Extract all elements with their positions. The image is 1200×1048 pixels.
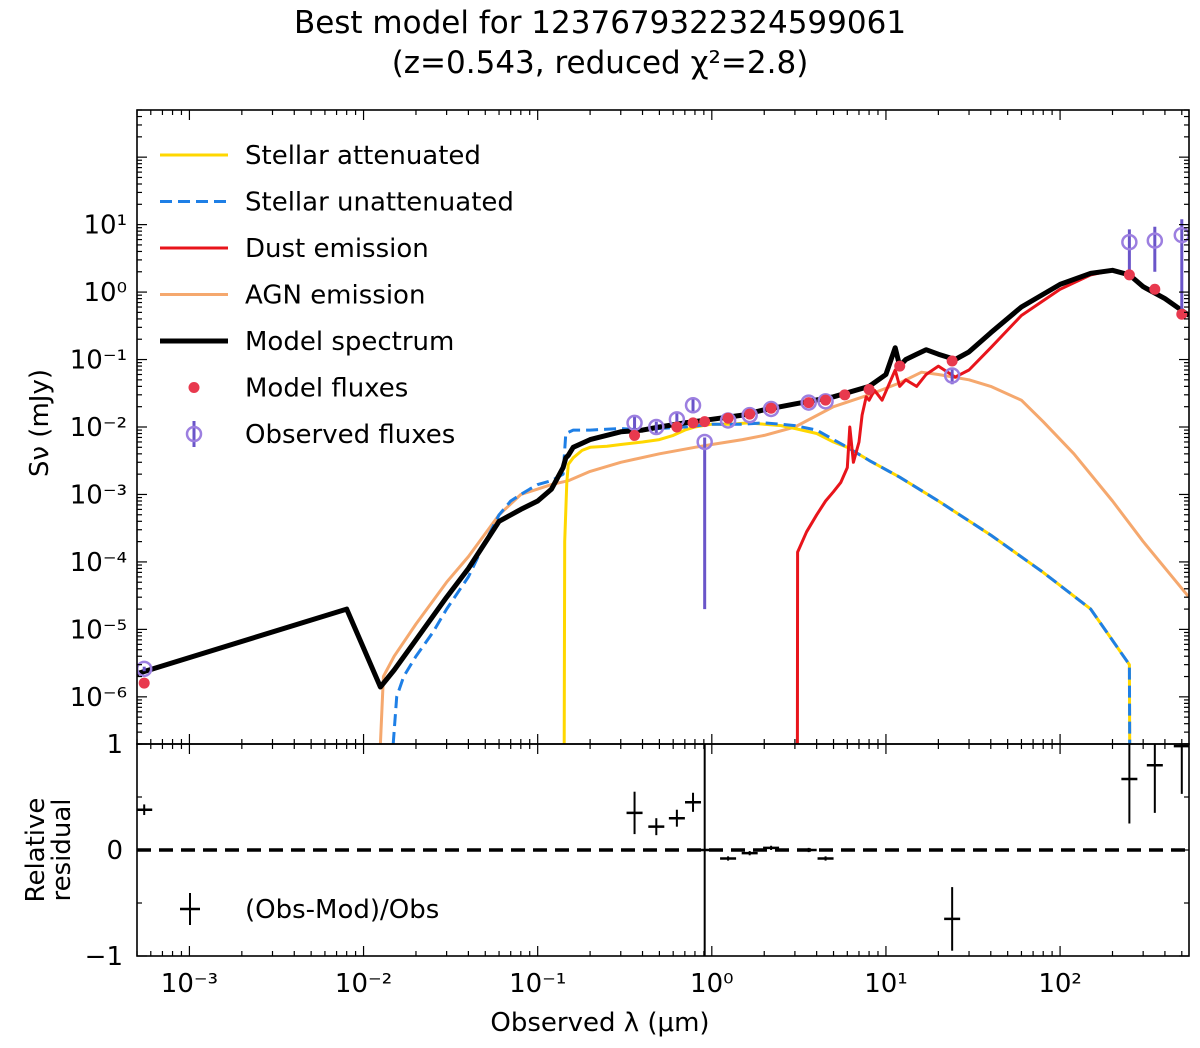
model-flux-point <box>765 402 777 414</box>
sed-points <box>137 219 1189 689</box>
chart-subtitle: (z=0.543, reduced χ²=2.8) <box>391 45 809 81</box>
observed-flux-point <box>696 433 713 451</box>
legend-label: Observed fluxes <box>245 420 455 450</box>
observed-flux-point <box>800 394 817 411</box>
y-tick-label: 10⁰ <box>83 278 127 308</box>
residual-content <box>137 744 1189 956</box>
legend-label: Stellar unattenuated <box>245 188 514 218</box>
legend-label: Dust emission <box>245 234 429 264</box>
y-tick-label: 10¹ <box>83 211 127 241</box>
model-flux-point <box>138 677 150 689</box>
model-flux-point <box>863 383 875 395</box>
model-flux-point <box>803 397 815 409</box>
observed-flux-point <box>1146 232 1164 249</box>
model-flux-point <box>894 360 906 372</box>
y-tick-label: 10⁻² <box>70 413 127 443</box>
observed-flux-point <box>648 418 665 436</box>
residual-ylabel-line2: residual <box>47 798 77 902</box>
residual-legend: (Obs-Mod)/Obs <box>180 893 439 925</box>
model-flux-point <box>722 412 734 424</box>
observed-flux-point <box>741 406 758 424</box>
observed-flux-point <box>684 397 702 414</box>
sed-ylabel: Sν (mJy) <box>25 369 55 477</box>
model-flux-point <box>1149 283 1161 295</box>
legend-label: Model fluxes <box>245 374 408 404</box>
legend-label: Stellar attenuated <box>245 141 481 171</box>
x-tick-label: 10⁰ <box>690 969 734 999</box>
tick-labels: 10⁻⁶ 10⁻⁵ 10⁻⁴ 10⁻³ 10⁻² 10⁻¹ 10⁰ 10¹ −1 0 1 10⁻³ 10… <box>70 211 1082 999</box>
legend-swatch <box>188 382 200 393</box>
model-flux-point <box>687 417 699 429</box>
y-tick-label: 10⁻¹ <box>70 346 127 376</box>
observed-flux-point <box>1121 233 1138 251</box>
observed-flux-point <box>943 367 961 384</box>
y-tick-label: 10⁻⁴ <box>70 548 127 578</box>
observed-flux-point <box>626 414 643 432</box>
model-flux-point <box>946 355 958 367</box>
x-tick-label: 10² <box>1038 969 1082 999</box>
x-tick-label: 10⁻³ <box>161 969 218 999</box>
legend-label: Model spectrum <box>245 327 454 357</box>
model-flux-point <box>744 408 756 420</box>
legend-label: AGN emission <box>245 281 425 311</box>
model-flux-point <box>1123 269 1135 281</box>
series-line-dust-emission <box>795 268 1189 744</box>
x-tick-label: 10⁻² <box>335 969 392 999</box>
series-line-agn-emission <box>378 370 1189 744</box>
residual-y-tick-label: 0 <box>106 836 123 866</box>
legend-label: (Obs-Mod)/Obs <box>245 895 439 925</box>
model-flux-point <box>1176 308 1188 320</box>
residual-y-tick-label: −1 <box>85 942 123 972</box>
model-flux-point <box>820 394 832 406</box>
y-tick-label: 10⁻⁶ <box>70 683 127 713</box>
observed-flux-point <box>817 393 834 410</box>
chart-title: Best model for 1237679322324599061 <box>293 5 907 41</box>
x-axis-label: Observed λ (μm) <box>490 1008 710 1038</box>
axes <box>136 109 1190 957</box>
residual-y-tick-label: 1 <box>106 730 123 760</box>
x-tick-label: 10¹ <box>864 969 908 999</box>
model-flux-point <box>839 389 851 401</box>
y-tick-label: 10⁻⁵ <box>70 615 127 645</box>
legend-swatch <box>185 425 203 443</box>
model-flux-point <box>699 416 711 428</box>
observed-flux-point <box>762 400 780 418</box>
x-tick-label: 10⁻¹ <box>509 969 566 999</box>
y-tick-label: 10⁻³ <box>70 480 127 510</box>
series-line-stellar-unattenuated <box>391 421 1132 744</box>
model-flux-point <box>629 429 641 441</box>
sed-legend: Stellar attenuated Stellar unattenuated Du… <box>160 141 514 450</box>
model-flux-point <box>671 421 683 433</box>
